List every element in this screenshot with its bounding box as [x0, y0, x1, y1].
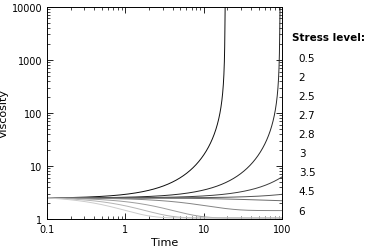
- Text: Stress level:: Stress level:: [292, 33, 365, 43]
- Text: 3.5: 3.5: [299, 168, 315, 178]
- Text: 2.8: 2.8: [299, 130, 315, 140]
- X-axis label: Time: Time: [151, 237, 178, 247]
- Text: 4.5: 4.5: [299, 187, 315, 197]
- Text: 2.5: 2.5: [299, 91, 315, 102]
- Y-axis label: Viscosity: Viscosity: [0, 89, 9, 138]
- Text: 2: 2: [299, 72, 305, 82]
- Text: 0.5: 0.5: [299, 53, 315, 63]
- Text: 2.7: 2.7: [299, 111, 315, 120]
- Text: 6: 6: [299, 206, 305, 216]
- Text: 3: 3: [299, 149, 305, 159]
